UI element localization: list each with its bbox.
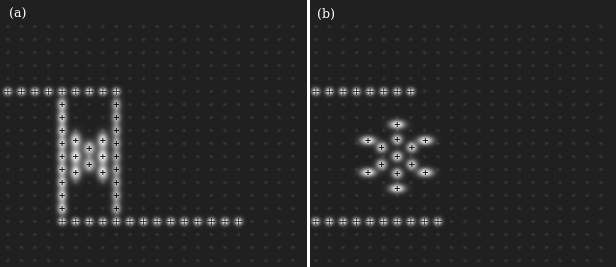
Text: (a): (a)	[9, 8, 26, 21]
Text: (b): (b)	[317, 8, 335, 21]
